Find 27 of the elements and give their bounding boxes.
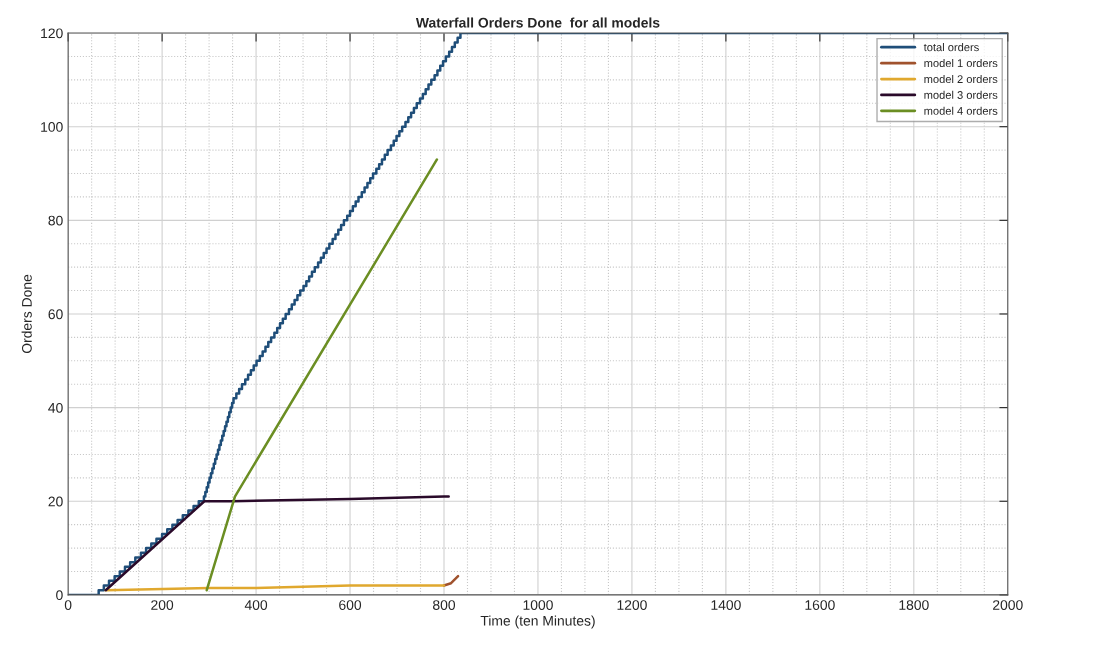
x-tick-label: 400: [244, 600, 268, 610]
x-tick-label: 800: [433, 600, 456, 610]
y-tick-label: 120: [41, 28, 63, 39]
legend-label: model 3 orders: [924, 90, 998, 99]
x-tick-label: 1200: [617, 600, 647, 610]
y-tick-label: 40: [48, 402, 63, 413]
legend-label: model 1 orders: [924, 58, 998, 68]
y-tick-label: 60: [48, 309, 63, 320]
y-tick-label: 80: [48, 215, 63, 226]
y-tick-label: 0: [56, 590, 63, 601]
x-tick-label: 600: [339, 600, 362, 610]
y-tick-label: 20: [48, 496, 63, 507]
legend-label: total orders: [923, 43, 979, 52]
line-series: [104, 495, 450, 592]
legend-label: model 2 orders: [924, 74, 998, 84]
x-tick-label: 200: [151, 600, 174, 610]
chart-title: Waterfall Orders Done for all models: [415, 17, 660, 28]
x-tick-label: 1800: [899, 600, 929, 610]
x-tick-label: 1400: [711, 600, 741, 610]
x-tick-label: 2000: [993, 600, 1023, 610]
x-axis-title: Time (ten Minutes): [480, 615, 595, 629]
y-tick-label: 100: [41, 122, 63, 132]
x-tick-label: 1600: [805, 600, 835, 610]
legend-label: model 4 orders: [924, 106, 998, 115]
x-tick-label: 0: [64, 600, 72, 610]
y-axis-title: Orders Done: [21, 274, 32, 354]
x-tick-label: 1000: [523, 600, 553, 610]
